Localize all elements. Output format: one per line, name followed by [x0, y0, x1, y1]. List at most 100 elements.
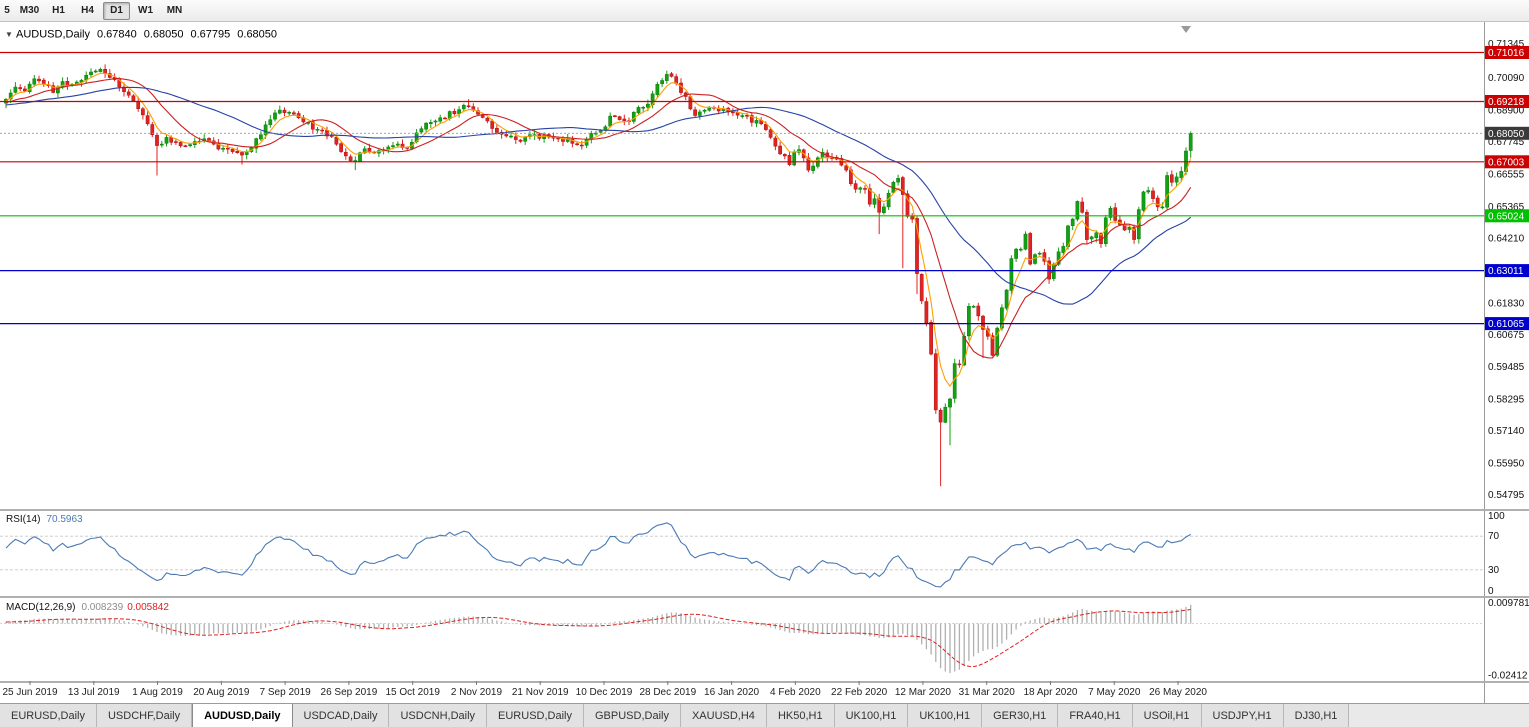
date-label: 1 Aug 2019	[132, 687, 183, 698]
chart-tab-gbpusd-daily[interactable]: GBPUSD,Daily	[584, 704, 681, 727]
chart-shift-marker[interactable]	[1181, 26, 1191, 33]
price-level-badge-text: 0.61065	[1488, 319, 1525, 330]
date-label: 2 Nov 2019	[451, 687, 503, 698]
price-level-badge	[1485, 95, 1529, 108]
price-axis-label: 0.55950	[1488, 459, 1525, 470]
timeframe-button-mn[interactable]: MN	[166, 5, 183, 16]
ma-medium-line	[5, 77, 1192, 359]
date-label: 13 Jul 2019	[68, 687, 120, 698]
price-axis-label: 0.66555	[1488, 170, 1525, 181]
price-level-badge-text: 0.71016	[1488, 48, 1525, 59]
price-axis-label: 0.65365	[1488, 202, 1525, 213]
chart-tab-hk50-h1[interactable]: HK50,H1	[766, 704, 835, 727]
timeframe-button-d1[interactable]: D1	[103, 1, 130, 20]
candles	[4, 64, 1193, 487]
rsi-label: RSI(14) 70.5963	[6, 514, 83, 525]
chart-area: ▼ AUDUSD,Daily 0.67840 0.68050 0.67795 0.680…	[0, 22, 1529, 703]
date-label: 4 Feb 2020	[770, 687, 821, 698]
symbol-dropdown-icon[interactable]: ▼	[5, 30, 13, 39]
price-axis-label: 0.61830	[1488, 298, 1525, 309]
price-axis-label: 0.64210	[1488, 233, 1525, 244]
timeframe-button-m30[interactable]: M30	[19, 5, 40, 16]
rsi-axis-label: 70	[1488, 531, 1500, 542]
chart-canvas[interactable]: ▼ AUDUSD,Daily 0.67840 0.68050 0.67795 0.680…	[0, 22, 1529, 703]
chart-tab-usdcnh-daily[interactable]: USDCNH,Daily	[389, 704, 488, 727]
chart-ohlc-label: AUDUSD,Daily 0.67840 0.68050 0.67795 0.68050	[16, 29, 277, 41]
price-axis-label: 0.60675	[1488, 330, 1525, 341]
ma-fast-line	[5, 72, 1192, 388]
chart-tab-xauusd-h4[interactable]: XAUUSD,H4	[680, 704, 767, 727]
price-axis-label: 0.71345	[1488, 39, 1525, 50]
level-badges: 0.71016 0.69218 0.67003 0.65024 0.63011 0.610…	[1485, 46, 1529, 330]
date-label: 7 Sep 2019	[260, 687, 312, 698]
moving-averages	[5, 72, 1192, 388]
price-level-badge	[1485, 264, 1529, 278]
date-label: 28 Dec 2019	[639, 687, 696, 698]
price-axis-label: 0.68900	[1488, 106, 1525, 117]
price-level-badge	[1485, 209, 1529, 223]
macd-label: MACD(12,26,9) 0.008239 0.005842	[6, 602, 169, 613]
price-level-badge-text: 0.65024	[1488, 211, 1525, 222]
price-level-badge-text: 0.69218	[1488, 97, 1525, 108]
rsi-axis-label: 100	[1488, 511, 1505, 522]
date-label: 16 Jan 2020	[704, 687, 759, 698]
date-label: 22 Feb 2020	[831, 687, 888, 698]
price-axis-label: 0.54795	[1488, 490, 1525, 501]
price-axis-label: 0.67745	[1488, 137, 1525, 148]
price-level-badge	[1485, 155, 1529, 169]
chart-tab-usdcad-daily[interactable]: USDCAD,Daily	[292, 704, 390, 727]
current-price-badge-text: 0.68050	[1488, 129, 1525, 140]
date-label: 20 Aug 2019	[193, 687, 250, 698]
chart-tab-audusd-daily[interactable]: AUDUSD,Daily	[192, 704, 293, 727]
rsi-pane	[0, 522, 1484, 588]
price-axis-label: 0.70090	[1488, 73, 1525, 84]
date-label: 12 Mar 2020	[895, 687, 952, 698]
price-level-badge-text: 0.63011	[1488, 266, 1524, 277]
macd-axis-label: 0.009781	[1488, 598, 1529, 609]
timeframe-button-5[interactable]: 5	[4, 5, 10, 16]
timeframe-button-h1[interactable]: H1	[52, 5, 65, 16]
macd-axis-label: -0.02412	[1488, 671, 1528, 682]
date-label: 31 Mar 2020	[959, 687, 1016, 698]
chart-tab-ger30-h1[interactable]: GER30,H1	[982, 704, 1059, 727]
chart-tab-uk100-h1[interactable]: UK100,H1	[834, 704, 909, 727]
price-level-badge-text: 0.67003	[1488, 157, 1525, 168]
price-level-badge	[1485, 46, 1529, 59]
date-label: 26 May 2020	[1149, 687, 1207, 698]
price-axis-label: 0.58295	[1488, 395, 1525, 406]
rsi-line	[5, 522, 1191, 588]
chart-tabs-bar: EURUSD,Daily USDCHF,Daily AUDUSD,Daily USDC…	[0, 703, 1529, 727]
timeframe-button-w1[interactable]: W1	[138, 5, 153, 16]
chart-tab-usoil-h1[interactable]: USOil,H1	[1132, 704, 1202, 727]
pane-separator[interactable]	[0, 509, 1529, 511]
timeframe-button-h4[interactable]: H4	[81, 5, 94, 16]
chart-tab-uk100-h1[interactable]: UK100,H1	[908, 704, 983, 727]
date-axis[interactable]: 25 Jun 2019 13 Jul 2019 1 Aug 2019 20 Aug 2…	[2, 681, 1207, 698]
price-level-badge	[1485, 317, 1529, 331]
date-label: 26 Sep 2019	[321, 687, 378, 698]
date-label: 18 Apr 2020	[1024, 687, 1078, 698]
timeframe-toolbar: 5 M30 H1 H4 D1 W1 MN	[0, 0, 1529, 22]
pane-separator[interactable]	[0, 681, 1529, 683]
price-axis-label: 0.57140	[1488, 426, 1525, 437]
date-label: 7 May 2020	[1088, 687, 1141, 698]
level-lines	[0, 51, 1484, 325]
date-label: 10 Dec 2019	[576, 687, 633, 698]
chart-tab-fra40-h1[interactable]: FRA40,H1	[1058, 704, 1133, 727]
macd-pane	[0, 604, 1484, 674]
macd-signal-line	[5, 609, 1191, 668]
rsi-axis-label: 0	[1488, 586, 1494, 597]
chart-tab-usdjpy-h1[interactable]: USDJPY,H1	[1201, 704, 1284, 727]
chart-tab-usdchf-daily[interactable]: USDCHF,Daily	[96, 704, 193, 727]
pane-separator[interactable]	[0, 596, 1529, 598]
date-label: 15 Oct 2019	[385, 687, 440, 698]
rsi-axis-label: 30	[1488, 565, 1500, 576]
date-label: 21 Nov 2019	[512, 687, 569, 698]
date-label: 25 Jun 2019	[2, 687, 57, 698]
price-axis-label: 0.59485	[1488, 362, 1525, 373]
current-price-badge	[1485, 126, 1529, 140]
chart-tab-eurusd-daily[interactable]: EURUSD,Daily	[0, 704, 97, 727]
chart-tab-eurusd-daily[interactable]: EURUSD,Daily	[487, 704, 584, 727]
chart-tab-dj30-h1[interactable]: DJ30,H1	[1283, 704, 1350, 727]
